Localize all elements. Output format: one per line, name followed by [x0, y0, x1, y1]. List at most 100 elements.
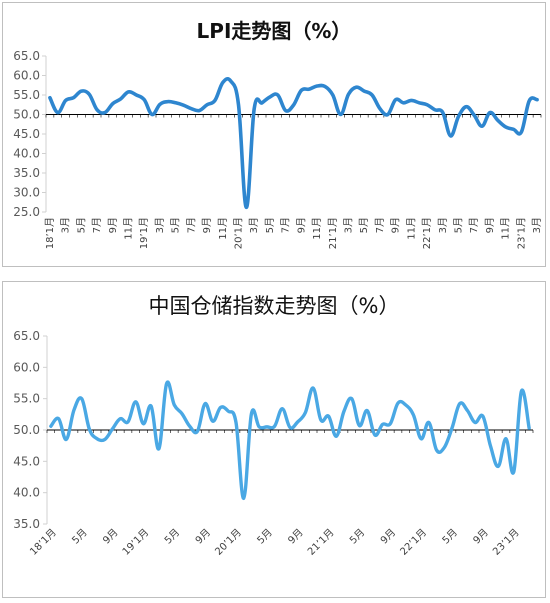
warehouse-data-point: [119, 418, 121, 420]
x-tick-label: 18’1月: [28, 526, 59, 557]
warehouse-data-point: [135, 401, 137, 403]
lpi-data-point: [324, 85, 326, 87]
x-tick-label: 5月: [347, 526, 367, 546]
x-tick-label: 7月: [91, 217, 103, 233]
lpi-data-point: [57, 111, 59, 113]
x-tick-label: 9月: [471, 526, 491, 546]
lpi-data-point: [253, 107, 255, 109]
lpi-data-point: [504, 126, 506, 128]
warehouse-data-point: [381, 423, 383, 425]
warehouse-data-point: [343, 410, 345, 412]
x-tick-label: 3月: [60, 217, 72, 233]
lpi-data-point: [104, 111, 106, 113]
x-tick-label: 19’1月: [138, 217, 150, 249]
warehouse-data-point: [127, 421, 129, 423]
lpi-data-point: [284, 109, 286, 111]
x-tick-label: 11月: [123, 217, 135, 240]
y-tick-label: 35.0: [13, 517, 40, 531]
y-tick-label: 30.0: [13, 186, 40, 200]
warehouse-data-point: [497, 465, 499, 467]
x-tick-label: 7月: [185, 217, 197, 233]
warehouse-data-point: [273, 425, 275, 427]
y-tick-label: 55.0: [13, 392, 40, 406]
lpi-data-point: [379, 107, 381, 109]
warehouse-data-point: [351, 397, 353, 399]
lpi-data-point: [190, 107, 192, 109]
warehouse-data-point: [482, 415, 484, 417]
x-tick-label: 18’1月: [44, 217, 56, 249]
lpi-data-point: [174, 102, 176, 104]
warehouse-data-point: [65, 438, 67, 440]
lpi-data-point: [182, 104, 184, 106]
lpi-data-point: [245, 206, 247, 208]
lpi-data-point: [112, 102, 114, 104]
warehouse-data-point: [243, 497, 245, 499]
lpi-data-point: [206, 104, 208, 106]
warehouse-data-point: [297, 421, 299, 423]
lpi-data-point: [434, 109, 436, 111]
x-tick-label: 7月: [374, 217, 386, 233]
x-tick-label: 9月: [100, 526, 120, 546]
x-tick-label: 5月: [255, 526, 275, 546]
warehouse-data-point: [405, 404, 407, 406]
lpi-chart-plot: 25.0 30.0 35.0 40.0 45.0 50.0 55.0 60.0 65.0 18’1…: [13, 49, 543, 249]
y-tick-label: 45.0: [13, 127, 40, 141]
lpi-data-point: [442, 111, 444, 113]
x-tick-label: 23’1月: [515, 217, 527, 249]
lpi-data-point: [387, 113, 389, 115]
lpi-data-point: [465, 106, 467, 108]
x-tick-label: 7月: [280, 217, 292, 233]
warehouse-data-point: [111, 428, 113, 430]
y-tick-label: 60.0: [13, 360, 40, 374]
x-tick-label: 3月: [154, 217, 166, 233]
warehouse-data-point: [212, 420, 214, 422]
lpi-data-point: [292, 104, 294, 106]
warehouse-data-point: [219, 406, 221, 408]
lpi-data-point: [72, 97, 74, 99]
lpi-data-point: [277, 94, 279, 96]
warehouse-data-point: [451, 427, 453, 429]
lpi-data-point: [214, 99, 216, 101]
lpi-data-point: [363, 90, 365, 92]
warehouse-data-point: [227, 410, 229, 412]
x-tick-label: 21’1月: [305, 526, 336, 557]
lpi-data-point: [135, 94, 137, 96]
warehouse-data-point: [281, 407, 283, 409]
warehouse-data-point: [366, 409, 368, 411]
y-tick-label: 55.0: [13, 88, 40, 102]
y-tick-label: 40.0: [13, 147, 40, 161]
lpi-chart-panel: LPI走势图（%） 25.0 30.0 35.0 40.0 45.0 50.0 55.0 60…: [2, 2, 546, 267]
lpi-data-point: [371, 94, 373, 96]
warehouse-data-point: [389, 423, 391, 425]
warehouse-data-point: [104, 438, 106, 440]
lpi-data-point: [167, 100, 169, 102]
warehouse-data-point: [312, 387, 314, 389]
x-tick-label: 5月: [70, 526, 90, 546]
warehouse-data-point: [520, 390, 522, 392]
lpi-data-point: [418, 102, 420, 104]
warehouse-data-point: [196, 430, 198, 432]
lpi-data-point: [237, 104, 239, 106]
lpi-data-point: [394, 98, 396, 100]
x-tick-label: 5月: [440, 526, 460, 546]
warehouse-data-point: [412, 414, 414, 416]
x-tick-label: 9月: [484, 217, 496, 233]
warehouse-data-point: [513, 471, 515, 473]
lpi-data-point: [347, 93, 349, 95]
y-tick-label: 50.0: [13, 108, 40, 122]
lpi-data-point: [64, 99, 66, 101]
y-tick-label: 65.0: [13, 329, 40, 343]
x-tick-label: 7月: [468, 217, 480, 233]
lpi-data-point: [355, 86, 357, 88]
warehouse-data-point: [50, 425, 52, 427]
warehouse-data-point: [428, 421, 430, 423]
warehouse-data-point: [235, 421, 237, 423]
lpi-data-point: [426, 104, 428, 106]
warehouse-data-point: [57, 418, 59, 420]
warehouse-data-point: [474, 421, 476, 423]
x-tick-label: 11月: [311, 217, 323, 240]
x-tick-label: 22’1月: [398, 526, 429, 557]
y-tick-label: 45.0: [13, 454, 40, 468]
lpi-data-point: [410, 99, 412, 101]
y-tick-label: 60.0: [13, 69, 40, 83]
